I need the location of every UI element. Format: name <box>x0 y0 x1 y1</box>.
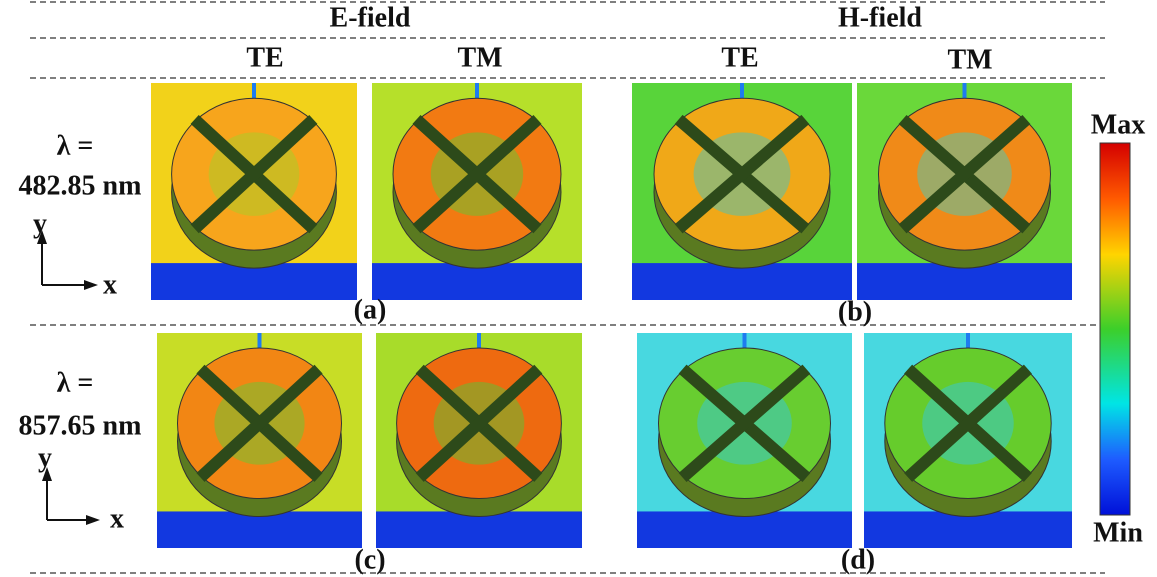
field-map <box>632 83 852 300</box>
mode-label: TE <box>721 42 758 73</box>
wavelength-label: λ = <box>57 130 94 161</box>
substrate <box>632 263 852 300</box>
wavelength-label: λ = <box>57 367 94 398</box>
colorbar-max: Max <box>1091 109 1145 140</box>
field-map <box>376 333 582 548</box>
field-maps <box>151 83 1072 548</box>
panel-label: (c) <box>354 544 385 575</box>
colorbar <box>1100 143 1130 515</box>
colorbar-min: Min <box>1093 517 1143 548</box>
field-map <box>857 83 1072 300</box>
substrate <box>372 263 582 300</box>
field-map <box>157 333 362 548</box>
axis-label: x <box>103 269 117 300</box>
panel-label: (b) <box>838 296 872 327</box>
wavelength: 857.65 nm <box>19 410 142 441</box>
mode-label: TE <box>246 42 283 73</box>
axis-label: y <box>33 208 47 239</box>
axis-label: y <box>38 442 52 473</box>
axes-icon <box>42 467 100 525</box>
group-title: H-field <box>838 2 922 33</box>
panel-label: (d) <box>841 544 875 575</box>
field-map <box>372 83 582 300</box>
mode-label: TM <box>947 44 992 75</box>
wavelength: 482.85 nm <box>19 170 142 201</box>
substrate <box>151 263 357 300</box>
field-map <box>637 333 852 548</box>
figure: E-field H-field TE TM TE TM λ = 482.85 n… <box>0 0 1157 577</box>
field-map <box>864 333 1072 548</box>
mode-label: TM <box>457 42 502 73</box>
panel-label: (a) <box>354 294 387 325</box>
substrate <box>857 263 1072 300</box>
field-map <box>151 83 357 300</box>
axis-label: x <box>110 503 124 534</box>
group-title: E-field <box>330 2 411 33</box>
